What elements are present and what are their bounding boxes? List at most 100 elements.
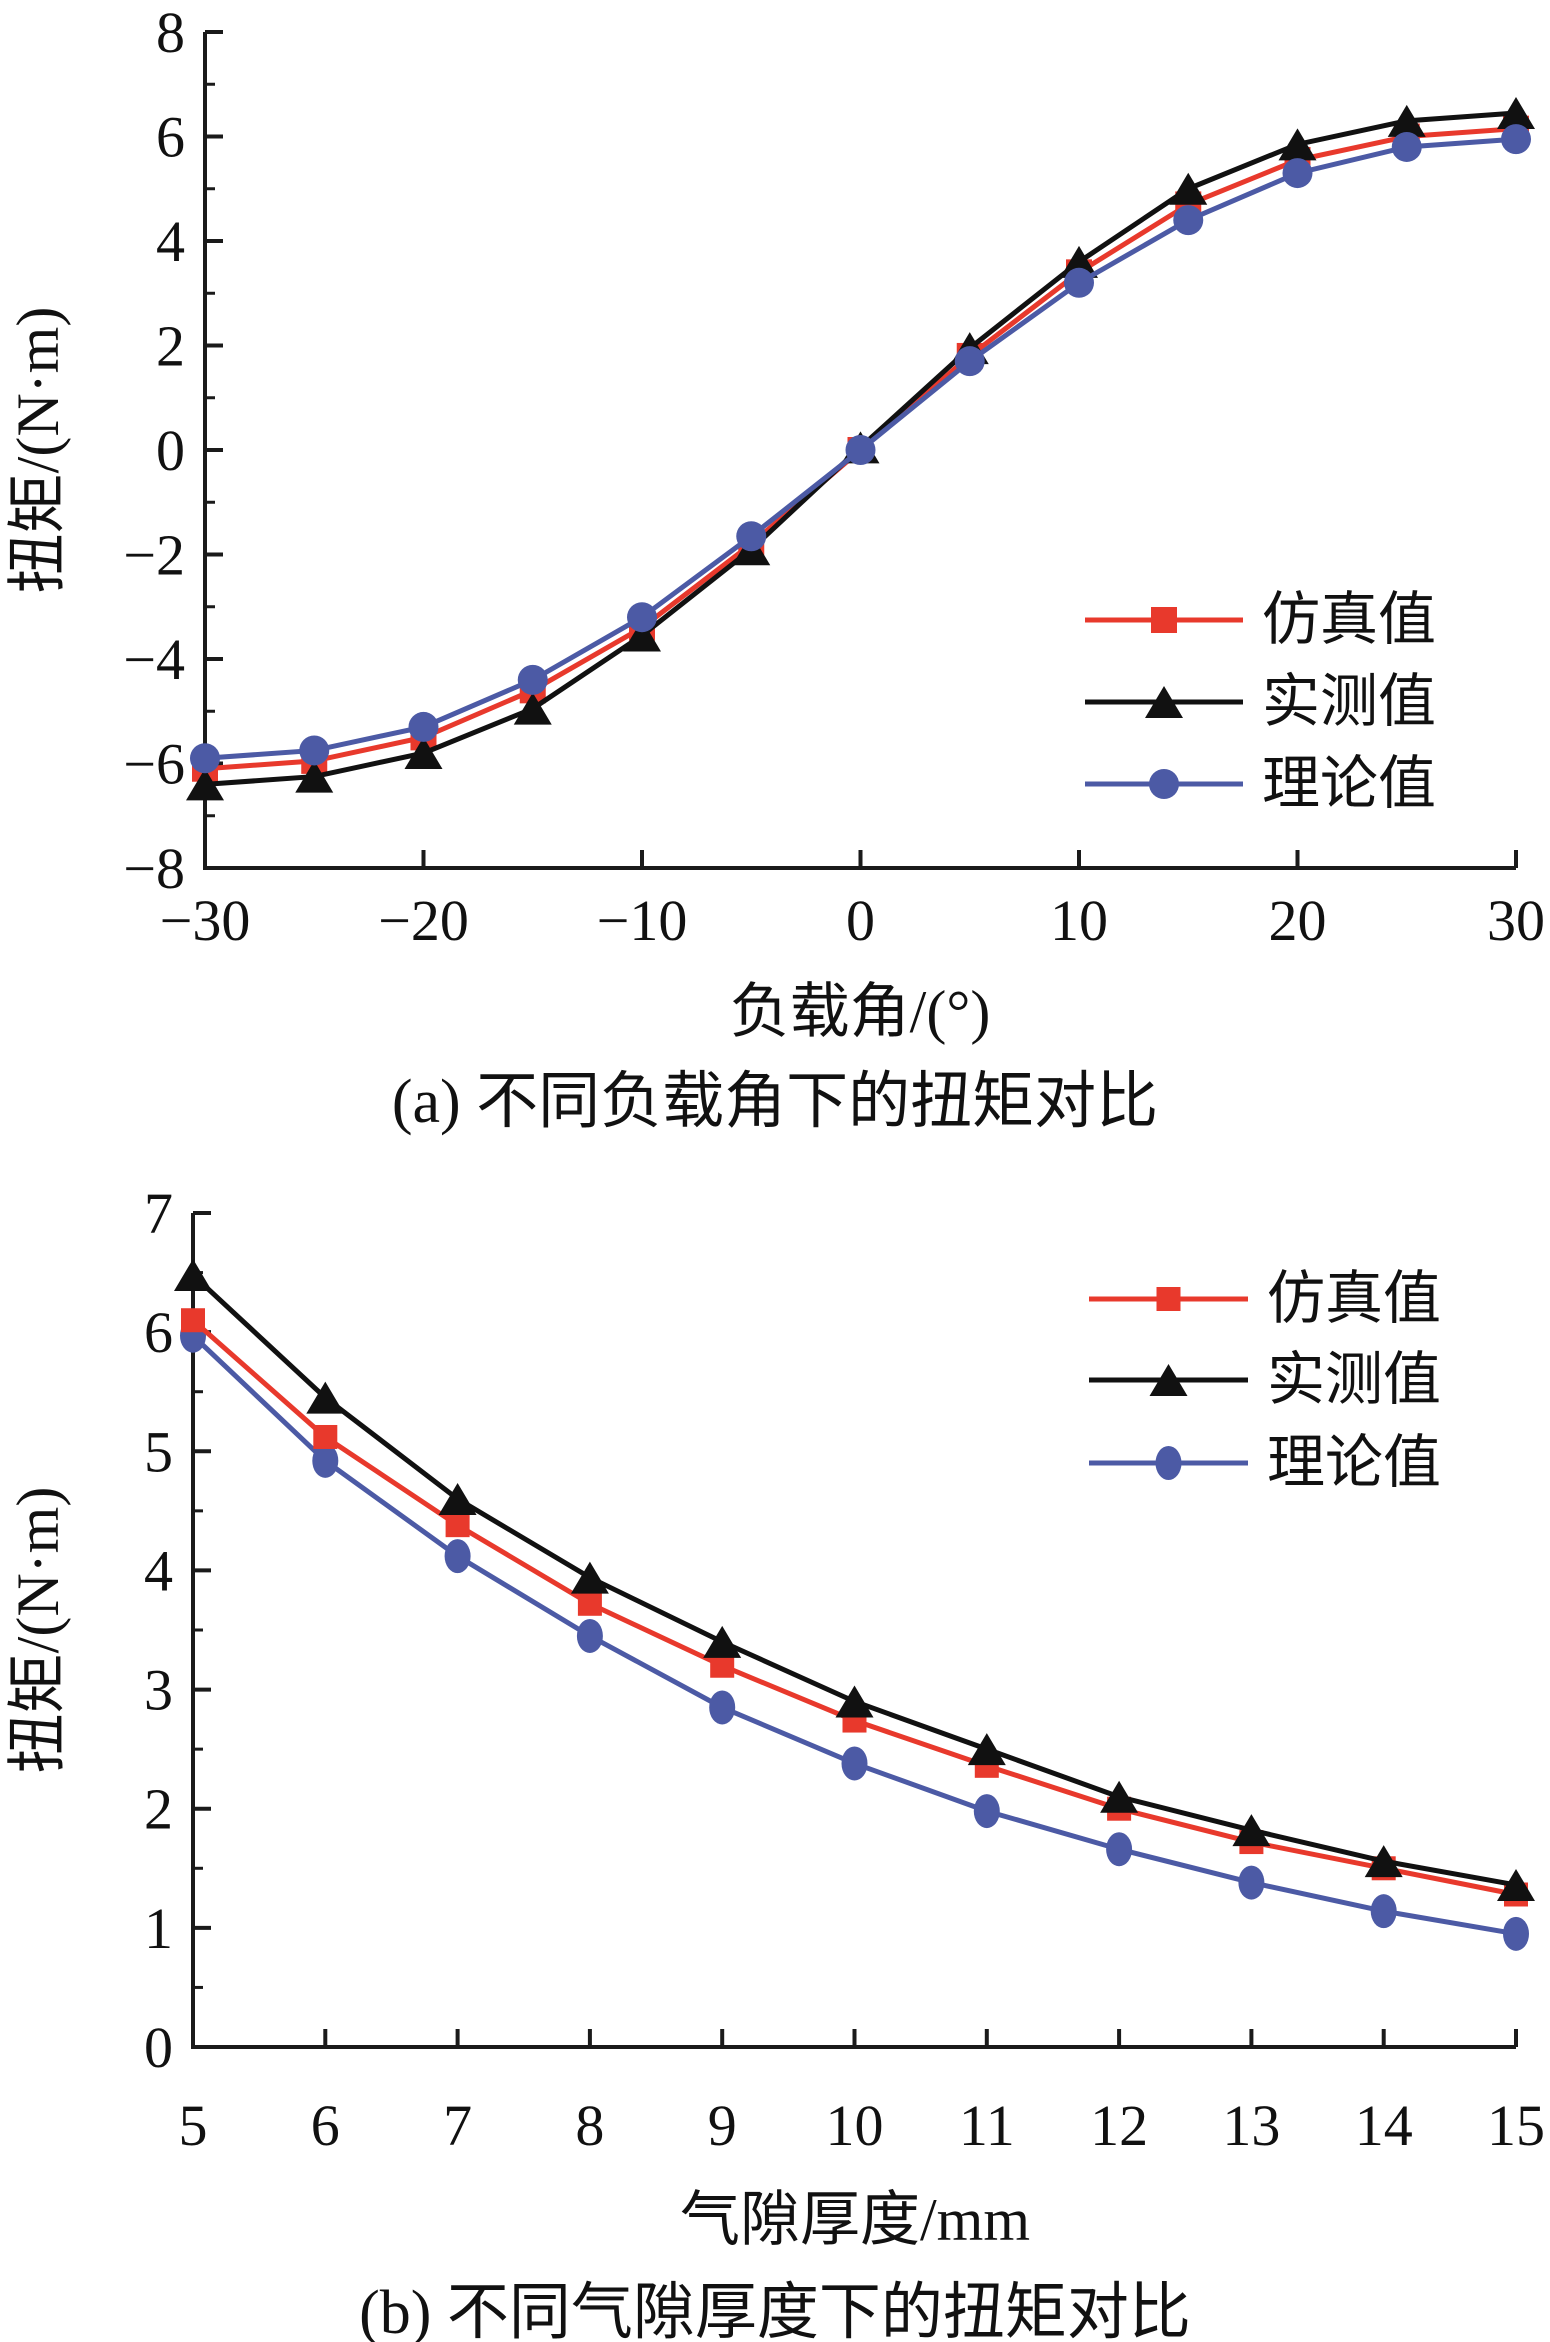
- series-marker-circle: [841, 1746, 868, 1781]
- series-marker-triangle: [1060, 245, 1098, 278]
- series-marker-triangle: [1497, 1868, 1535, 1901]
- x-tick-label: 5: [179, 2093, 208, 2158]
- series-marker-circle: [190, 743, 220, 774]
- y-tick-label: 2: [144, 1777, 173, 1842]
- series-marker-circle: [312, 1443, 339, 1478]
- x-tick-label: 8: [575, 2093, 604, 2158]
- series-marker-triangle: [404, 737, 443, 770]
- series-marker-circle: [709, 1690, 736, 1725]
- legend-marker-triangle: [1145, 686, 1183, 718]
- chart-b: 5 6 7 8 9 10 11 12 13 14 15 0 1 2 3 4 5 6 7 扭矩/(N·m) 气隙厚度/…: [0, 1155, 1550, 2342]
- series-marker-triangle: [295, 760, 334, 793]
- series-marker-triangle: [1169, 172, 1208, 205]
- chart-b-caption: (b) 不同气隙厚度下的扭矩对比: [359, 2279, 1191, 2342]
- series-marker-square: [445, 1513, 470, 1538]
- y-tick-label: 0: [144, 2015, 173, 2080]
- chart-a-legend-label-measured: 实测值: [1262, 669, 1436, 734]
- x-tick-label: −30: [160, 888, 251, 953]
- series-marker-triangle: [513, 692, 552, 725]
- series-marker-triangle: [174, 1258, 212, 1291]
- series-marker-circle: [845, 435, 876, 465]
- x-tick-label: 15: [1487, 2093, 1545, 2158]
- x-tick-label: 12: [1090, 2093, 1148, 2158]
- y-tick-label: 6: [144, 1300, 173, 1365]
- series-marker-triangle: [570, 1561, 609, 1594]
- x-tick-label: 9: [708, 2093, 737, 2158]
- y-tick-label: 6: [156, 105, 185, 170]
- series-marker-triangle: [438, 1482, 477, 1515]
- x-tick-label: 13: [1222, 2093, 1280, 2158]
- chart-a: −30 −20 −10 0 10 20 30 8 6 4 2 0 −2 −4 −6 −8 扭矩/(N·m) 负…: [0, 0, 1550, 1155]
- series-marker-triangle: [1278, 128, 1317, 161]
- chart-a-legend: [1085, 607, 1243, 799]
- chart-a-y-axis-title: 扭矩/(N·m): [5, 307, 71, 594]
- series-marker-circle: [1106, 1832, 1133, 1867]
- series-marker-triangle: [967, 1733, 1006, 1766]
- y-tick-label: 4: [144, 1538, 173, 1603]
- series-marker-circle: [736, 521, 767, 552]
- x-tick-label: −10: [597, 888, 688, 953]
- series-marker-triangle: [1364, 1845, 1403, 1878]
- chart-b-legend-label-theoretical: 理论值: [1267, 1430, 1441, 1495]
- series-marker-circle: [1370, 1894, 1397, 1929]
- chart-b-legend-label-measured: 实测值: [1267, 1347, 1441, 1412]
- y-tick-label: −8: [123, 836, 185, 901]
- x-tick-label: 10: [1050, 888, 1108, 953]
- series-marker-triangle: [1497, 96, 1535, 129]
- series-marker-square: [313, 1424, 338, 1449]
- series-marker-circle: [1064, 267, 1094, 298]
- series-marker-triangle: [623, 619, 661, 652]
- y-tick-label: 1: [144, 1896, 173, 1961]
- x-tick-label: 14: [1355, 2093, 1413, 2158]
- series-marker-circle: [1282, 158, 1313, 189]
- chart-b-legend-label-simulation: 仿真值: [1267, 1266, 1441, 1331]
- series-marker-circle: [576, 1618, 603, 1653]
- chart-a-legend-label-simulation: 仿真值: [1262, 587, 1436, 652]
- x-tick-label: 30: [1487, 888, 1545, 953]
- series-marker-circle: [444, 1539, 471, 1574]
- chart-b-y-axis-title: 扭矩/(N·m): [5, 1487, 71, 1774]
- series-marker-triangle: [1387, 104, 1426, 137]
- series-marker-circle: [973, 1794, 1000, 1829]
- series-marker-circle: [408, 711, 439, 742]
- series-marker-circle: [1238, 1865, 1265, 1900]
- x-tick-label: 6: [311, 2093, 340, 2158]
- y-tick-label: −2: [123, 523, 185, 588]
- series-marker-circle: [1503, 1916, 1529, 1951]
- chart-a-legend-label-theoretical: 理论值: [1262, 751, 1436, 816]
- series-marker-circle: [627, 602, 657, 633]
- y-tick-label: 8: [156, 0, 185, 65]
- legend-marker-circle: [1155, 1446, 1182, 1480]
- x-tick-label: 7: [443, 2093, 472, 2158]
- series-marker-square: [577, 1591, 602, 1616]
- y-tick-label: −6: [123, 732, 185, 797]
- legend-marker-square: [1156, 1287, 1181, 1311]
- series-marker-circle: [517, 664, 548, 695]
- series-marker-triangle: [1232, 1814, 1271, 1847]
- y-tick-label: 5: [144, 1419, 173, 1484]
- chart-a-x-axis-title: 负载角/(°): [730, 979, 991, 1045]
- x-tick-label: 10: [826, 2093, 884, 2158]
- y-tick-label: 7: [144, 1181, 173, 1246]
- series-marker-circle: [954, 346, 985, 377]
- x-tick-label: 20: [1269, 888, 1327, 953]
- series-marker-circle: [299, 735, 330, 766]
- chart-a-caption: (a) 不同负载角下的扭矩对比: [392, 1068, 1158, 1136]
- legend-marker-square: [1151, 607, 1177, 633]
- series-marker-triangle: [835, 1685, 874, 1718]
- x-tick-label: 0: [846, 888, 875, 953]
- y-tick-label: −4: [123, 627, 185, 692]
- legend-marker-triangle: [1149, 1364, 1188, 1396]
- x-tick-label: −20: [378, 888, 469, 953]
- series-marker-triangle: [306, 1381, 345, 1414]
- series-marker-triangle: [703, 1625, 742, 1658]
- y-tick-label: 0: [156, 418, 185, 483]
- series-marker-square: [181, 1308, 205, 1333]
- y-tick-label: 4: [156, 209, 185, 274]
- chart-b-x-axis-title: 气隙厚度/mm: [680, 2187, 1030, 2253]
